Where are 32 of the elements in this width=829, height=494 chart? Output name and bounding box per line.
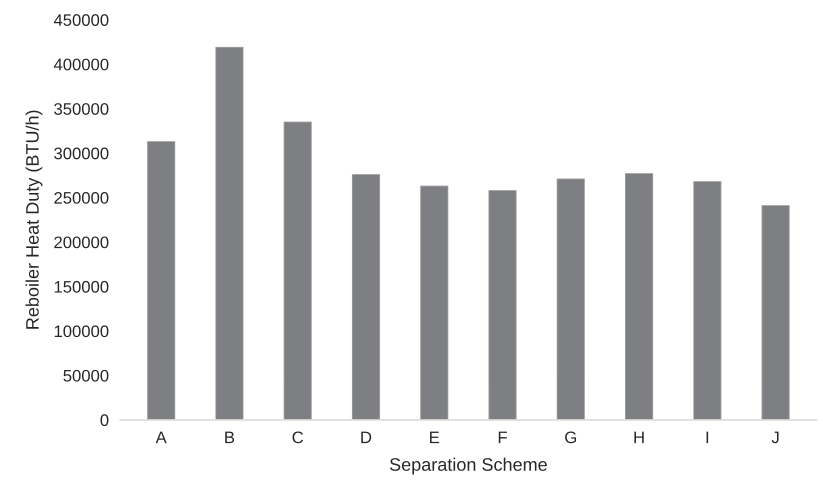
x-tick-label: D [361, 432, 372, 444]
x-tick-label: F [498, 432, 507, 444]
y-tick-label: 300000 [54, 148, 108, 160]
bar [147, 141, 176, 420]
y-tick-label: 50000 [63, 370, 108, 382]
y-tick-label: 150000 [54, 280, 108, 293]
x-tick-label: I [706, 432, 708, 444]
bar [624, 173, 654, 420]
y-tick-label: 250000 [54, 192, 108, 204]
bar [284, 122, 312, 420]
x-axis-title: Separation Scheme [390, 458, 547, 474]
x-tick-label: E [430, 432, 440, 444]
x-tick-label: A [156, 432, 167, 444]
bar [420, 186, 448, 420]
y-tick-label: 200000 [54, 236, 108, 248]
bar [352, 174, 380, 420]
bar [556, 178, 585, 420]
x-tick-label: G [565, 431, 576, 444]
y-tick-label: 100000 [54, 325, 108, 338]
y-tick-label: 350000 [54, 103, 108, 115]
bar [488, 190, 517, 420]
y-tick-label: 0 [100, 414, 108, 426]
y-tick-label: 450000 [54, 14, 108, 26]
y-axis-title: Reboiler Heat Duty (BTU/h) [26, 110, 42, 329]
y-tick-label: 400000 [54, 58, 108, 70]
bar [693, 181, 722, 420]
x-tick-label: C [292, 431, 304, 444]
bar [215, 46, 244, 420]
x-tick-label: H [634, 432, 644, 444]
bar [762, 205, 790, 420]
x-tick-label: J [772, 432, 779, 444]
x-tick-label: B [225, 432, 234, 444]
